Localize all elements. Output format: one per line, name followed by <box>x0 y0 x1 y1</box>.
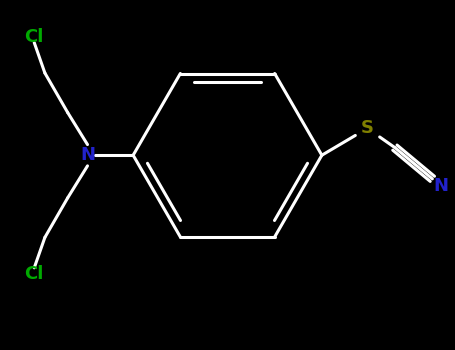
Text: N: N <box>433 177 448 195</box>
Text: Cl: Cl <box>25 28 44 46</box>
Text: N: N <box>80 146 95 164</box>
Text: S: S <box>361 119 374 137</box>
Text: Cl: Cl <box>25 265 44 283</box>
